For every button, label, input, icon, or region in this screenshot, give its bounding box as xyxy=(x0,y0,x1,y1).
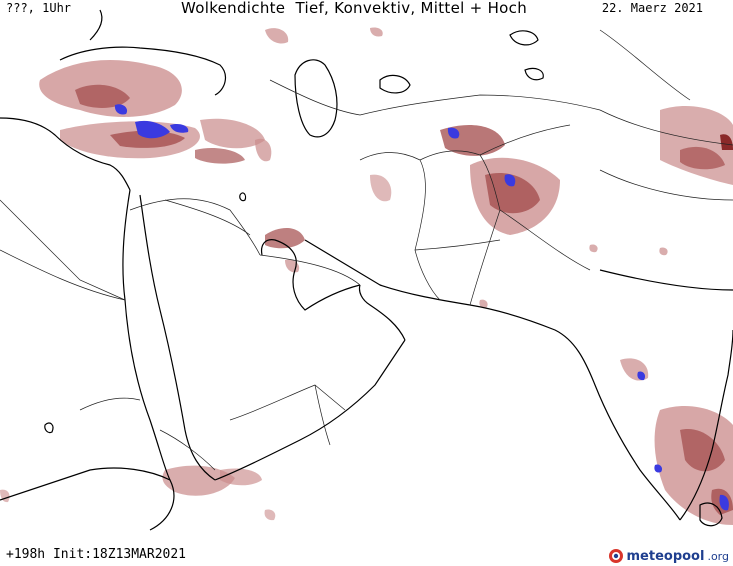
logo-text: meteopool xyxy=(626,548,705,564)
borders xyxy=(0,29,733,471)
map-title: Wolkendichte Tief, Konvektiv, Mittel + H… xyxy=(181,0,527,17)
meteopool-logo: meteopool .org xyxy=(608,548,729,564)
forecast-run-info: +198h Init:18Z13MAR2021 xyxy=(6,547,187,562)
logo-suffix: .org xyxy=(707,549,729,563)
forecast-date: 22. Maerz 2021 xyxy=(601,1,703,15)
header-run-label: ???, 1Uhr xyxy=(6,1,72,15)
meteopool-globe-icon xyxy=(608,549,623,563)
coastlines xyxy=(0,9,733,531)
cloud-layer xyxy=(0,27,733,525)
